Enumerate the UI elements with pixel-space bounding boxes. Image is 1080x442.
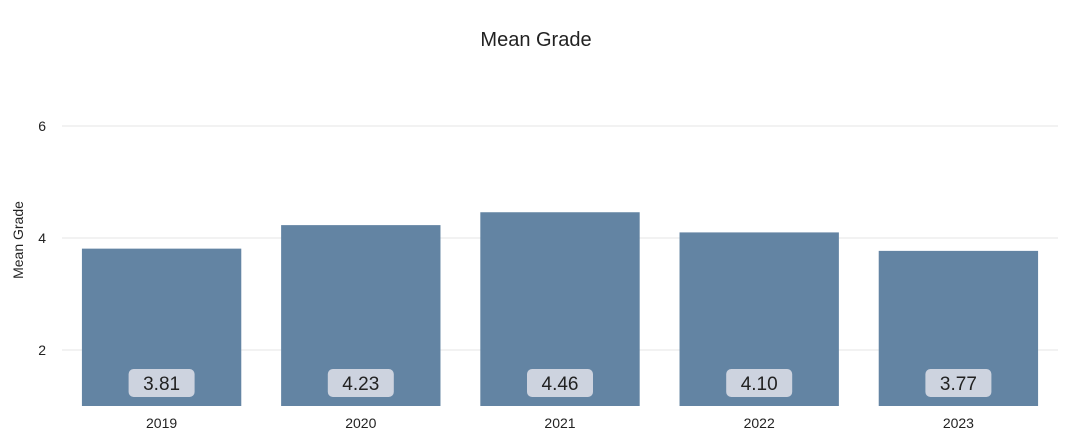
data-label: 4.10 bbox=[726, 369, 793, 397]
y-tick-label: 4 bbox=[38, 230, 46, 246]
data-labels: 3.81 4.23 4.46 4.10 3.77 bbox=[128, 369, 992, 397]
data-label-text: 4.23 bbox=[342, 374, 379, 395]
x-axis-ticks: 2019 2020 2021 2022 2023 bbox=[146, 415, 974, 431]
data-label: 4.23 bbox=[327, 369, 394, 397]
x-tick-label: 2022 bbox=[744, 415, 775, 431]
data-label-box bbox=[527, 369, 593, 397]
data-label: 3.77 bbox=[925, 369, 992, 397]
data-label-box bbox=[327, 369, 394, 397]
data-label-text: 4.10 bbox=[741, 374, 778, 395]
data-label-box bbox=[726, 369, 793, 397]
x-tick-label: 2023 bbox=[943, 415, 974, 431]
data-label-text: 3.81 bbox=[143, 374, 180, 395]
x-tick-label: 2020 bbox=[345, 415, 376, 431]
chart-title: Mean Grade bbox=[480, 29, 591, 51]
data-label: 4.46 bbox=[527, 369, 593, 397]
data-label: 3.81 bbox=[128, 369, 195, 397]
data-label-box bbox=[925, 369, 992, 397]
y-tick-label: 6 bbox=[38, 118, 46, 134]
y-axis-ticks: 2 4 6 bbox=[38, 118, 46, 358]
y-axis-label: Mean Grade bbox=[10, 201, 26, 279]
data-label-text: 4.46 bbox=[542, 374, 579, 395]
data-label-box bbox=[128, 369, 195, 397]
data-label-text: 3.77 bbox=[940, 374, 977, 395]
x-tick-label: 2019 bbox=[146, 415, 177, 431]
y-tick-label: 2 bbox=[38, 342, 46, 358]
x-tick-label: 2021 bbox=[544, 415, 575, 431]
